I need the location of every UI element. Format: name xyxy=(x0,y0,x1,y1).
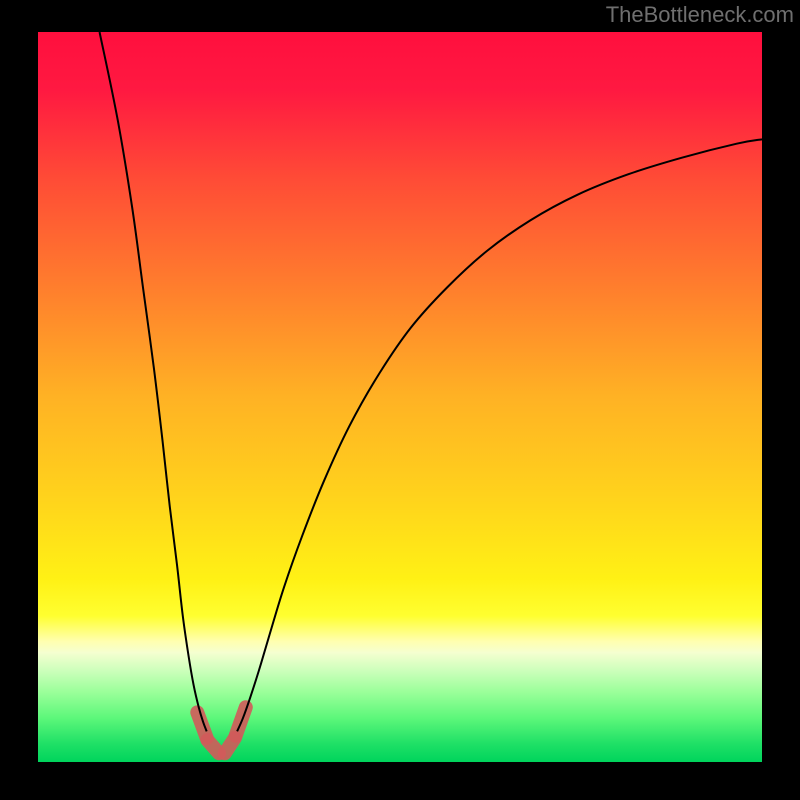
watermark-text: TheBottleneck.com xyxy=(606,2,794,28)
stage: TheBottleneck.com xyxy=(0,0,800,800)
chart-background-gradient xyxy=(38,32,762,762)
chart-plot-area xyxy=(38,32,762,762)
